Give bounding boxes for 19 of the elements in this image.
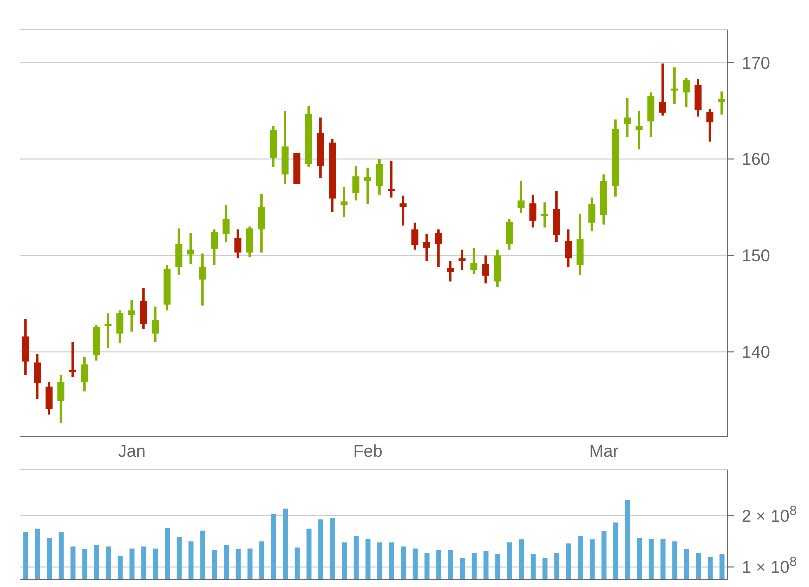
candlestick [718,92,726,115]
candlestick [400,196,407,226]
y-tick-label: 160 [742,150,770,170]
y-tick-label: 1 × 10$^{8}$ [742,554,797,578]
x-tick-label: Feb [353,442,383,462]
candlestick [671,68,678,104]
x-tick-label: Mar [589,442,620,462]
y-tick-label: 150 [742,246,770,266]
y-tick-label: 170 [742,54,770,73]
y-tick-label: 2 × 10$^{8}$ [742,502,797,526]
x-tick-label: Jan [118,442,146,462]
candlestick [104,314,112,348]
candlestick [187,234,194,264]
candlestick [541,202,548,228]
candlestick [364,168,372,205]
candlestick [69,342,76,378]
candlestick [340,187,348,218]
candlestick [636,111,643,150]
y-tick-label: 140 [742,343,770,362]
